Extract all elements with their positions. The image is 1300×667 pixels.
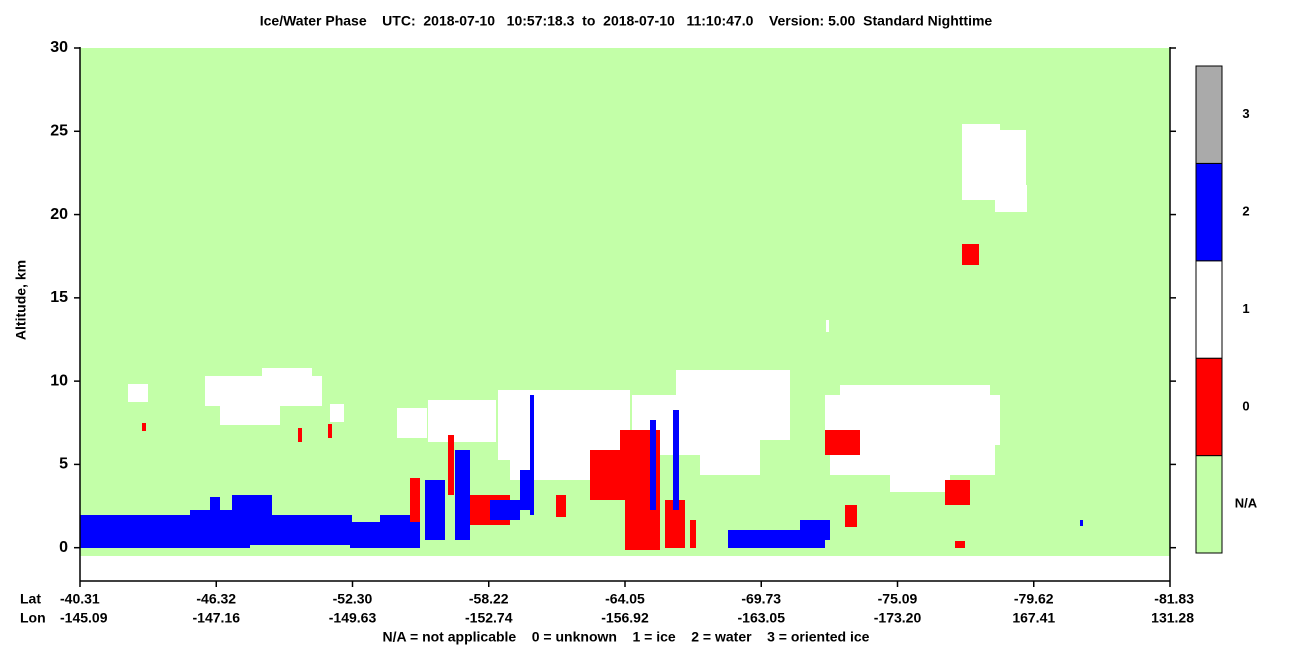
x-tick-lon: -156.92 [601, 610, 649, 626]
x-tick-lat: -46.32 [196, 591, 236, 607]
y-tick-label: 15 [50, 289, 68, 306]
colorbar-swatch [1195, 455, 1223, 554]
x-tick-lat: -75.09 [878, 591, 918, 607]
x-tick-lon: 131.28 [1151, 610, 1194, 626]
colorbar-label: 0 [1242, 398, 1249, 413]
x-row-label: Lat [20, 591, 41, 607]
x-tick-lat: -69.73 [741, 591, 781, 607]
y-tick-label: 20 [50, 206, 68, 223]
x-tick-lat: -52.30 [333, 591, 373, 607]
x-tick-lon: -163.05 [738, 610, 786, 626]
colorbar-swatch [1195, 260, 1223, 359]
y-axis-label: Altitude, km [13, 260, 29, 340]
colorbar-swatch [1195, 65, 1223, 164]
x-tick-lon: 167.41 [1012, 610, 1055, 626]
chart-title: Ice/Water Phase UTC: 2018-07-10 10:57:18… [260, 13, 993, 29]
x-tick-lon: -173.20 [874, 610, 922, 626]
y-tick-label: 30 [50, 39, 68, 56]
colorbar-label: 2 [1242, 204, 1249, 219]
x-tick-lon: -152.74 [465, 610, 513, 626]
y-tick-label: 0 [59, 539, 68, 556]
x-tick-lat: -58.22 [469, 591, 509, 607]
x-tick-lon: -147.16 [193, 610, 241, 626]
footer-legend: N/A = not applicable 0 = unknown 1 = ice… [383, 629, 870, 645]
colorbar-swatch [1195, 357, 1223, 457]
colorbar-label: 3 [1242, 106, 1249, 121]
x-tick-lat: -81.83 [1154, 591, 1194, 607]
x-tick-lat: -40.31 [60, 591, 100, 607]
y-tick-label: 25 [50, 123, 68, 140]
x-tick-lat: -79.62 [1014, 591, 1054, 607]
y-tick-label: 5 [59, 456, 68, 473]
colorbar-label: 1 [1242, 301, 1249, 316]
x-tick-lon: -145.09 [60, 610, 108, 626]
cloud-features [80, 124, 1170, 581]
x-row-label: Lon [20, 610, 46, 626]
colorbar-label: N/A [1235, 496, 1258, 511]
y-tick-label: 10 [50, 372, 68, 389]
colorbar-swatch [1195, 162, 1223, 262]
x-tick-lat: -64.05 [605, 591, 645, 607]
x-tick-lon: -149.63 [329, 610, 377, 626]
